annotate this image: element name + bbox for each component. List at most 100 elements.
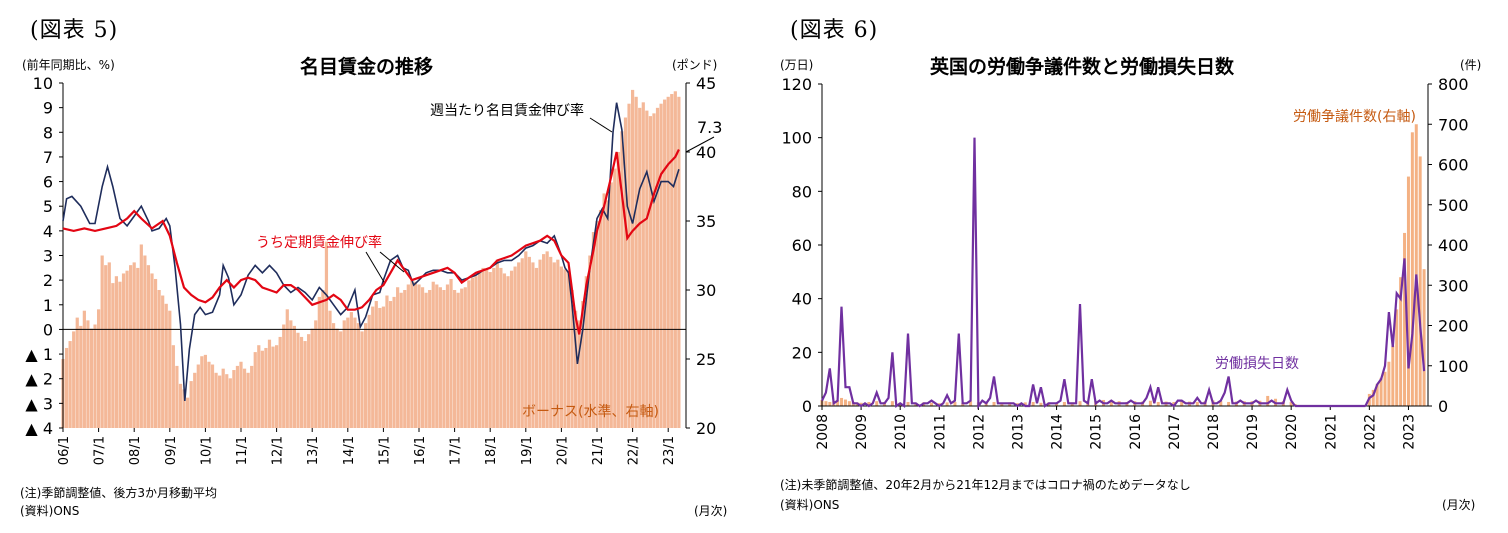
left-tick-label: 100 [781, 129, 812, 148]
bonus-bar [648, 116, 653, 429]
working-days-lost-line [821, 137, 1426, 410]
bonus-bar [299, 336, 304, 428]
bonus-bar [506, 276, 510, 428]
bonus-bar [613, 168, 617, 428]
left-tick-label: 6 [43, 173, 53, 192]
x-axis-unit: (月次) [694, 504, 728, 518]
bonus-bar [670, 94, 674, 428]
bonus-bar [559, 266, 564, 428]
bonus-bar [517, 262, 521, 428]
disputes-bar [890, 401, 894, 406]
bonus-bar [388, 301, 393, 428]
bonus-bar [378, 307, 382, 428]
bonus-bar [257, 345, 261, 428]
bonus-bar [271, 346, 275, 428]
bonus-bar [153, 278, 158, 428]
x-tick-label: 2020 [1284, 414, 1300, 450]
bonus-bar [620, 131, 624, 429]
x-tick-label: 21/1 [591, 436, 606, 465]
total-label-leader [589, 117, 613, 133]
bonus-bar [524, 251, 528, 428]
x-tick-label: 19/1 [520, 436, 535, 465]
right-tick-label: 500 [1438, 196, 1469, 215]
bonus-bar [310, 328, 314, 428]
bonus-bar [253, 352, 257, 428]
bonus-bar [289, 320, 293, 428]
bonus-bar [356, 323, 361, 428]
disputes-bar [1418, 156, 1422, 406]
bonus-bar [488, 272, 492, 428]
bonus-bar [577, 320, 581, 428]
bonus-bar [392, 296, 396, 428]
bonus-bar [274, 345, 279, 428]
x-tick-label: 2013 [1010, 414, 1026, 450]
bonus-bar [218, 375, 222, 428]
chart-source: (資料)ONS [780, 498, 840, 512]
disputes-bar [828, 401, 832, 406]
bonus-bar [132, 262, 136, 428]
x-tick-label: 14/1 [342, 436, 357, 465]
left-tick-label: 40 [792, 290, 812, 309]
disputes-bar [969, 401, 973, 406]
right-tick-label: 700 [1438, 115, 1469, 134]
bonus-bar [353, 317, 357, 428]
right-axis-unit: (件) [1460, 58, 1482, 72]
bonus-bar [150, 273, 154, 428]
bonus-bar [474, 276, 478, 428]
right-axis-unit: (ポンド) [672, 58, 718, 72]
bonus-bar [278, 336, 282, 428]
bonus-bar [645, 110, 649, 428]
right-tick-label: 25 [696, 350, 716, 369]
bonus-bar [502, 273, 507, 428]
disputes-bar [945, 402, 949, 406]
bonus-bar [616, 152, 620, 428]
right-tick-label: 0 [1438, 397, 1448, 416]
wage-chart-plot: ▲ 4▲ 3▲ 2▲ 101234567891020253035404506/1… [25, 74, 722, 465]
x-tick-label: 2023 [1401, 414, 1417, 450]
x-axis-unit: (月次) [1442, 498, 1476, 512]
bonus-bar [331, 323, 336, 428]
bonus-bar [413, 281, 418, 428]
x-tick-label: 2008 [815, 414, 831, 450]
disputes-bar [1410, 132, 1414, 407]
bonus-bar [663, 99, 667, 428]
bonus-bar [292, 325, 297, 428]
bonus-bar [381, 306, 386, 428]
bonus-bar [321, 290, 325, 428]
bonus-bar [282, 324, 286, 428]
bonus-bar [107, 262, 111, 428]
bonus-bar [399, 292, 403, 428]
disputes-bar [1227, 401, 1231, 406]
bonus-bar [609, 182, 613, 428]
right-tick-label: 35 [696, 212, 716, 231]
bonus-series-label: ボーナス(水準、右軸) [522, 404, 659, 420]
bonus-bar [435, 284, 439, 428]
bonus-bar [360, 331, 364, 428]
x-tick-label: 12/1 [271, 436, 286, 465]
bonus-bar [574, 310, 578, 428]
bonus-bar [570, 290, 574, 428]
bonus-bar [129, 265, 133, 428]
disputes-bar [1031, 401, 1035, 406]
bonus-bar [470, 277, 475, 428]
disputes-bar [1406, 176, 1410, 406]
left-tick-label: 2 [43, 271, 53, 290]
bonus-bar [86, 320, 90, 428]
wage-chart-panel: (図表 5) 名目賃金の推移 (前年同期比、%) (ポンド) ▲ 4 ▲ 3 ▲ 2… [0, 0, 750, 533]
bonus-bar [673, 91, 677, 428]
bonus-bar [385, 295, 389, 428]
bonus-bar [239, 361, 243, 428]
right-tick-label: 600 [1438, 156, 1469, 175]
bonus-bar [93, 324, 97, 428]
disputes-bar [1078, 401, 1082, 406]
right-tick-label: 200 [1438, 317, 1469, 336]
x-tick-label: 20/1 [555, 436, 570, 465]
bonus-bar [666, 96, 670, 429]
disputes-bar [1391, 345, 1395, 406]
x-tick-label: 2021 [1323, 414, 1339, 450]
total-series-label: 週当たり名目賃金伸び率 [430, 102, 584, 119]
bonus-bar [655, 107, 660, 428]
bonus-bar [349, 312, 353, 428]
bonus-bar [677, 96, 681, 429]
bonus-bar [538, 259, 542, 428]
